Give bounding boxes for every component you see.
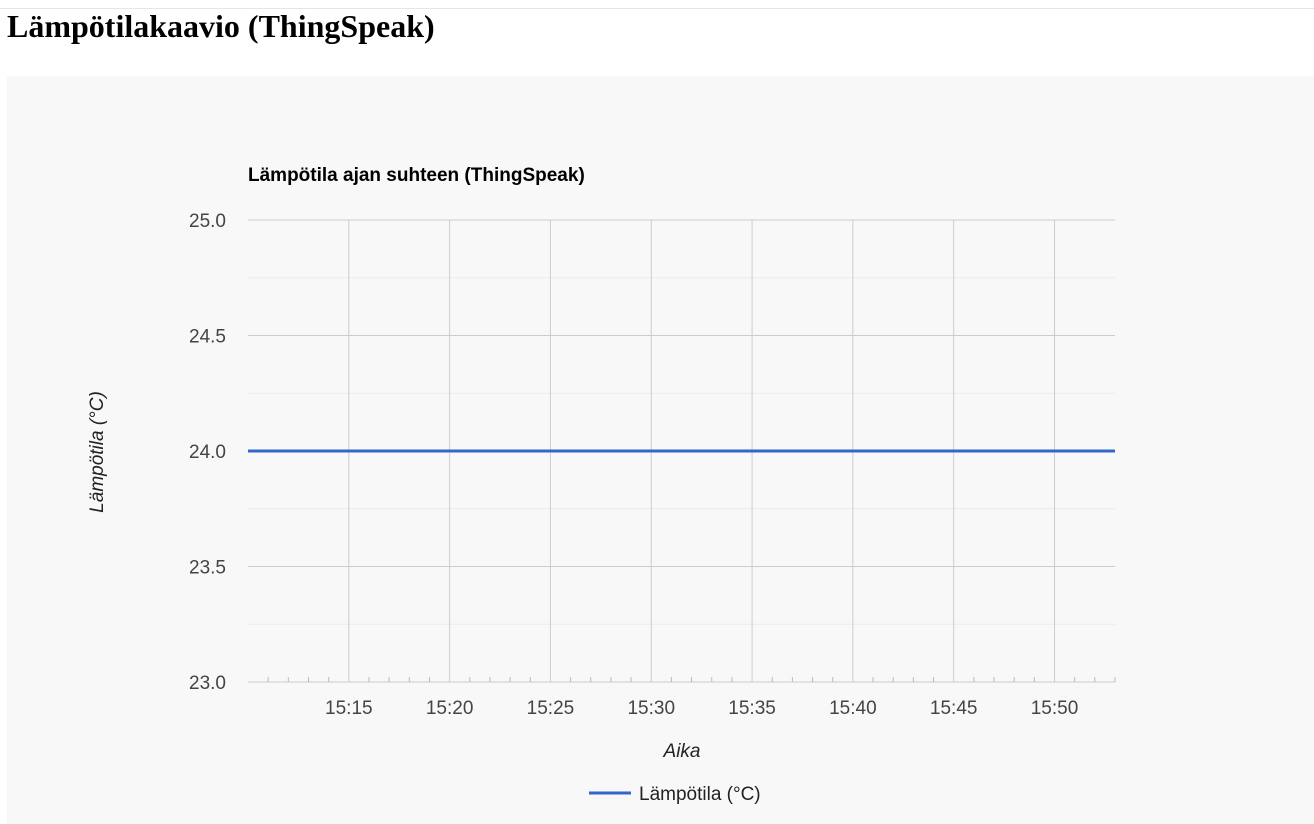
y-tick-labels: 25.0 24.5 24.0 23.5 23.0 — [189, 211, 226, 694]
chart-panel: 25.0 24.5 24.0 23.5 23.0 15:15 15:20 15:25 15:3… — [7, 76, 1314, 824]
x-tick-labels: 15:15 15:20 15:25 15:30 15:35 15:40 15:45 15:50 — [325, 698, 1078, 719]
x-tick-label: 15:35 — [728, 698, 776, 719]
top-divider — [0, 8, 1314, 9]
page-title: Lämpötilakaavio (ThingSpeak) — [7, 8, 435, 44]
grid-minor — [248, 277, 1115, 625]
x-tick-label: 15:50 — [1031, 698, 1079, 719]
x-tick-label: 15:40 — [829, 698, 877, 719]
y-tick-label: 24.5 — [189, 327, 226, 348]
x-tick-label: 15:45 — [930, 698, 978, 719]
y-tick-label: 25.0 — [189, 211, 226, 232]
y-tick-label: 23.5 — [189, 558, 226, 579]
x-tick-label: 15:15 — [325, 698, 373, 719]
x-tick-label: 15:20 — [426, 698, 474, 719]
chart-title: Lämpötila ajan suhteen (ThingSpeak) — [248, 165, 585, 186]
x-axis-label: Aika — [663, 741, 701, 762]
x-tick-label: 15:30 — [627, 698, 675, 719]
temperature-chart: 25.0 24.5 24.0 23.5 23.0 15:15 15:20 15:25 15:3… — [87, 165, 1116, 805]
legend-label: Lämpötila (°C) — [639, 784, 761, 805]
y-tick-label: 24.0 — [189, 442, 226, 463]
legend: Lämpötila (°C) — [589, 784, 761, 805]
y-tick-label: 23.0 — [189, 673, 226, 694]
y-axis-label: Lämpötila (°C) — [87, 391, 108, 513]
x-minor-ticks — [267, 677, 1116, 682]
x-tick-label: 15:25 — [527, 698, 575, 719]
